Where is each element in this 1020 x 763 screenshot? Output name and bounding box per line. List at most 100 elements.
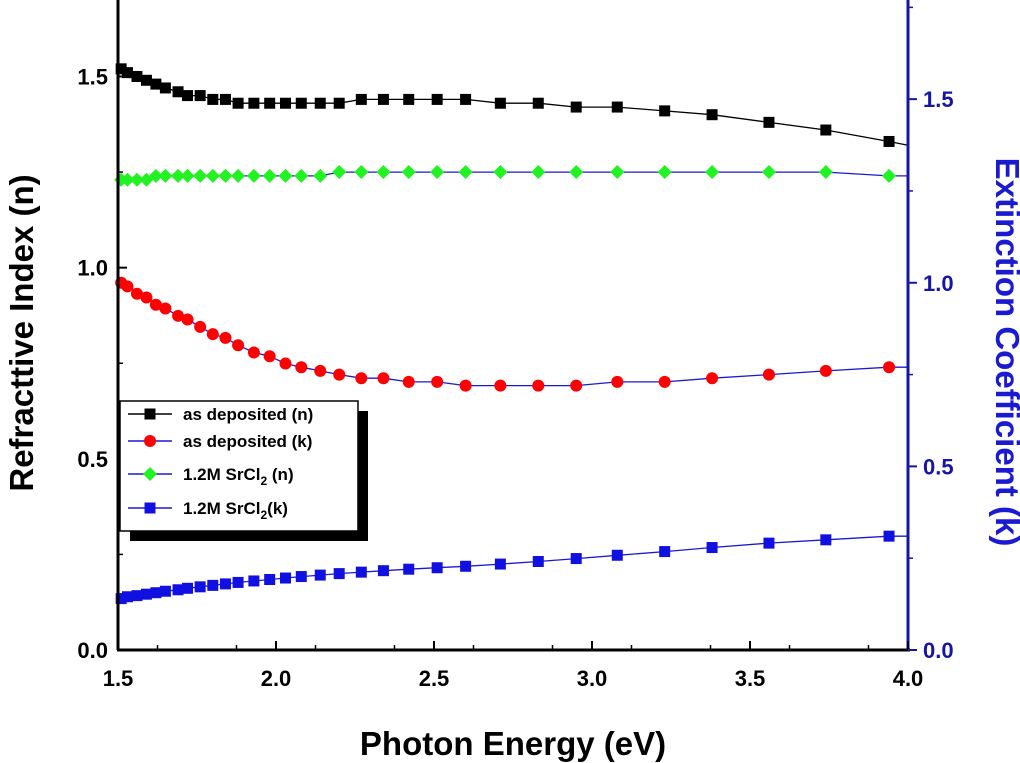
data-point <box>180 168 195 183</box>
data-point <box>159 585 171 597</box>
data-point <box>194 581 206 593</box>
data-point <box>140 291 153 304</box>
data-point <box>658 375 671 388</box>
data-point <box>232 576 244 588</box>
data-point <box>264 573 276 585</box>
data-point <box>129 172 144 187</box>
data-point <box>355 93 367 105</box>
data-point <box>279 572 291 584</box>
data-point <box>883 361 896 374</box>
legend: as deposited (n) as deposited (k) 1.2M SrC… <box>119 400 368 541</box>
y-left-tick-label: 0.5 <box>77 447 108 472</box>
data-point <box>314 97 326 109</box>
data-point <box>494 558 506 570</box>
data-point <box>494 97 506 109</box>
data-point <box>611 549 623 561</box>
data-point <box>763 116 775 128</box>
data-point <box>705 165 720 180</box>
data-point <box>264 97 276 109</box>
data-point <box>218 168 233 183</box>
data-point <box>333 97 345 109</box>
data-point <box>332 165 347 180</box>
legend-box <box>119 400 359 532</box>
data-point <box>610 165 625 180</box>
data-point <box>460 560 472 572</box>
data-point <box>130 287 143 300</box>
data-point <box>458 165 473 180</box>
data-point <box>354 165 369 180</box>
data-point <box>314 569 326 581</box>
data-point <box>313 168 328 183</box>
data-point <box>171 168 186 183</box>
data-point <box>377 372 390 385</box>
data-point <box>131 590 143 602</box>
x-tick-label: 2.5 <box>419 666 450 691</box>
data-point <box>570 553 582 565</box>
x-axis-title: Photon Energy (eV) <box>360 725 666 762</box>
data-point <box>295 361 308 374</box>
data-point <box>569 165 584 180</box>
series-as-deposited-n <box>115 63 909 147</box>
data-point <box>159 302 172 315</box>
data-point <box>761 165 776 180</box>
data-point <box>219 93 231 105</box>
data-point <box>820 124 832 136</box>
data-point <box>207 93 219 105</box>
data-point <box>430 165 445 180</box>
series-line-as-deposited-k <box>120 282 908 387</box>
y-right-tick-label: 1.0 <box>923 271 954 296</box>
data-point <box>763 537 775 549</box>
data-point <box>295 571 307 583</box>
x-tick-label: 4.0 <box>893 666 924 691</box>
data-point <box>232 97 244 109</box>
axes-layer: 1.5 2.0 2.5 3.0 3.5 4.0 0.0 0.5 1.0 1.5 0.0 0.5 1.0 1… <box>77 0 954 691</box>
x-tick-label: 2.0 <box>261 666 292 691</box>
data-point <box>460 93 472 105</box>
data-point <box>611 375 624 388</box>
data-point <box>295 97 307 109</box>
y-left-tick-label: 0.0 <box>77 638 108 663</box>
data-point <box>401 165 416 180</box>
data-point <box>403 93 415 105</box>
data-point <box>706 109 718 121</box>
data-point <box>355 372 368 385</box>
data-point <box>532 379 545 392</box>
data-point <box>494 379 507 392</box>
data-point <box>131 70 143 82</box>
data-point <box>659 546 671 558</box>
data-point <box>762 368 775 381</box>
y-left-tick-label: 1.0 <box>77 256 108 281</box>
data-point <box>247 346 260 359</box>
data-point <box>657 165 672 180</box>
x-tick-label: 1.5 <box>103 666 134 691</box>
data-point <box>570 101 582 113</box>
data-point <box>182 582 194 594</box>
legend-label: 1.2M SrCl2(k) <box>183 499 288 522</box>
data-point <box>377 93 389 105</box>
legend-item: as deposited (k) <box>128 432 312 451</box>
data-point <box>532 97 544 109</box>
data-point <box>121 591 133 603</box>
series-line-1-2m-srcl2-k <box>121 535 908 600</box>
data-point <box>314 364 327 377</box>
data-point <box>150 587 162 599</box>
data-point <box>263 350 276 363</box>
y-right-tick-label: 0.0 <box>923 638 954 663</box>
axis-titles: Photon Energy (eV) Refracttive Index (n)… <box>3 158 1020 762</box>
data-point <box>172 86 184 98</box>
data-point <box>158 168 173 183</box>
data-point <box>431 562 443 574</box>
data-point <box>231 168 246 183</box>
data-point <box>194 320 207 333</box>
data-point <box>431 375 444 388</box>
legend-marker <box>144 408 156 420</box>
data-point <box>194 90 206 102</box>
data-point <box>818 165 833 180</box>
x-tick-label: 3.5 <box>735 666 766 691</box>
data-point <box>262 168 277 183</box>
data-point <box>193 168 208 183</box>
y-left-tick-label: 1.5 <box>77 64 108 89</box>
legend-label: as deposited (n) <box>183 405 313 424</box>
data-point <box>706 372 719 385</box>
